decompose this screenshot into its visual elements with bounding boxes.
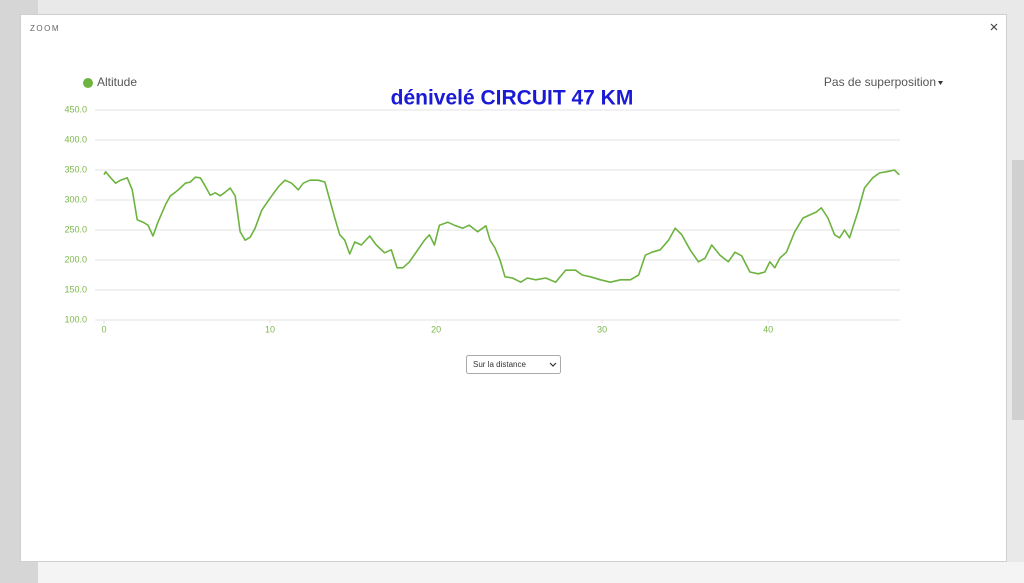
legend-swatch xyxy=(83,78,93,88)
chart: 100.0 150.0 200.0 250.0 300.0 350.0 400.0 450.0… xyxy=(64,75,900,334)
y-tick-label: 350.0 xyxy=(64,164,87,174)
chart-title: dénivelé CIRCUIT 47 KM xyxy=(391,87,634,110)
axis-select[interactable]: Sur la distance xyxy=(466,355,561,374)
close-button[interactable] xyxy=(990,23,998,31)
y-tick-label: 150.0 xyxy=(64,284,87,294)
y-tick-label: 300.0 xyxy=(64,194,87,204)
modal xyxy=(20,14,1007,562)
select-label[interactable]: Sur la distance xyxy=(473,360,526,369)
modal-header: ZOOM xyxy=(30,24,60,33)
y-tick-label: 250.0 xyxy=(64,224,87,234)
scrollbar xyxy=(1012,160,1024,420)
select-box[interactable] xyxy=(466,355,561,374)
x-tick-label: 20 xyxy=(431,324,441,334)
y-tick-label: 200.0 xyxy=(64,254,87,264)
y-tick-label: 100.0 xyxy=(64,314,87,324)
background-panel xyxy=(38,562,1024,583)
x-tick-label: 30 xyxy=(597,324,607,334)
x-tick-label: 40 xyxy=(763,324,773,334)
overlay-option[interactable]: Pas de superposition xyxy=(824,75,936,89)
y-tick-label: 400.0 xyxy=(64,134,87,144)
dropdown-caret[interactable] xyxy=(938,81,943,85)
close-icon[interactable] xyxy=(990,23,998,31)
x-tick-label: 10 xyxy=(265,324,275,334)
y-tick-label: 450.0 xyxy=(64,104,87,114)
x-tick-label: 0 xyxy=(101,324,106,334)
legend-label: Altitude xyxy=(97,75,137,89)
line xyxy=(103,169,900,283)
select-chevron[interactable] xyxy=(549,362,557,367)
